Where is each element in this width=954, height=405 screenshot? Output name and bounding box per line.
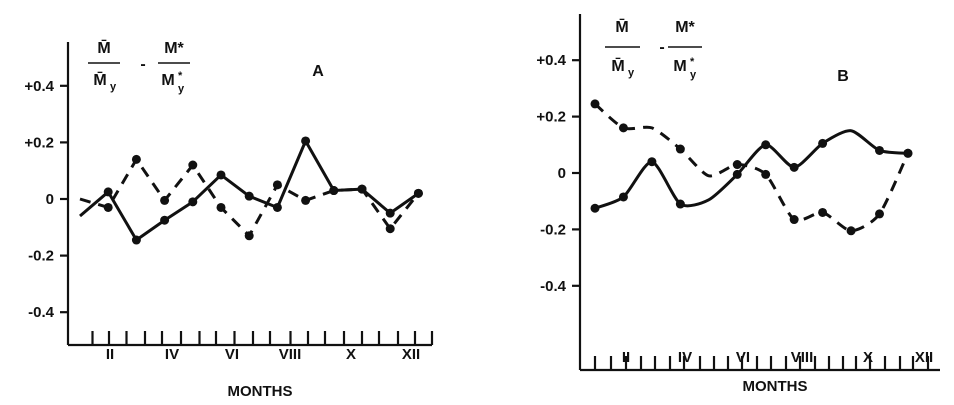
panel-a-y-tick-label: -0.2 [28,248,54,265]
panel-a-series-dashed-point [131,154,141,164]
panel-a-series-solid-point [103,187,113,197]
panel-b-series-solid-point [875,145,884,155]
panel-a-series-dashed-point [357,184,367,194]
panel-b-series-dashed-point [732,160,742,170]
panel-b-legend: M̄ M̄ y - M* M * y [605,17,702,81]
legend-a-mystar-sub: y [178,83,185,95]
panel-a-series-dashed-point [385,224,395,234]
panel-b-x-tick-label: II [622,349,630,366]
panel-a-series-dashed-point [216,202,226,212]
panel-b-y-tick-label: -0.4 [540,278,567,295]
panel-a-y-axis: +0.4 +0.2 0 -0.2 -0.4 [24,42,70,345]
panel-b-series-dashed-point [761,169,771,179]
legend-b-mystar-sup: * [690,56,695,68]
legend-a-mystar-sup: * [178,70,183,82]
panel-b-series-dashed-point [846,226,856,236]
panel-b: M̄ M̄ y - M* M * y B +0.4 +0.2 0 -0.2 -0.4 I… [536,14,940,395]
panel-b-label: B [837,68,849,85]
panel-a-y-tick-label: +0.4 [24,78,54,95]
panel-b-series [590,99,913,236]
panel-a-x-tick-label: XII [402,346,420,363]
legend-a-dash: - [140,56,145,73]
panel-a-series-solid-point [244,191,254,201]
panel-b-series-solid-line [594,129,909,210]
panel-a-x-axis-title: MONTHS [228,383,293,400]
panel-a-x-tick-label: VIII [279,346,302,363]
panel-a-legend: M̄ M̄ y - M* M * y [88,38,190,95]
panel-b-series-solid-point [818,138,828,148]
panel-b-series-dashed-point [818,207,828,217]
panel-a-series-dashed-point [103,202,113,212]
panel-a-series-dashed-point [301,195,311,205]
panel-a-x-tick-label: II [106,346,114,363]
panel-b-x-tick-label: VIII [791,349,814,366]
panel-b-series-solid-point [590,203,600,213]
panel-a-x-tick-label: VI [225,346,239,363]
panel-b-series-solid-point [675,199,685,209]
panel-a-series-dashed-point [413,188,423,198]
panel-a-label: A [312,63,324,80]
legend-b-mstar: M* [675,19,695,36]
panel-a-y-tick-label: -0.4 [28,304,55,321]
panel-a-series-solid-point [385,208,395,218]
legend-b-dash: - [659,39,664,56]
panel-a-x-tick-label: X [346,346,356,363]
legend-b-my-sub: y [628,67,635,79]
panel-b-series-dashed-point [875,209,884,219]
panel-b-series-solid-point [618,192,628,202]
legend-a-mstar: M* [164,40,184,57]
panel-a-series-dashed-point [329,186,339,196]
panel-a-y-tick-label: +0.2 [24,134,54,151]
panel-a-x-axis: II IV VI VIII X XII [68,331,434,363]
panel-b-y-tick-label: +0.2 [536,109,566,126]
panel-b-series-solid-point [647,157,657,167]
panel-b-y-tick-label: +0.4 [536,52,566,69]
panel-b-x-tick-label: XII [915,349,933,366]
panel-b-series-solid-point [732,169,742,179]
panel-a-y-tick-label: 0 [46,191,54,208]
panel-a-series-dashed-point [188,160,198,170]
panel-a-series-solid-point [188,197,198,207]
panel-b-x-tick-label: X [863,349,873,366]
legend-a-my-sub: y [110,81,117,93]
panel-a-series-solid-point [160,215,170,225]
panel-b-series-dashed-point [903,148,913,158]
panel-a-series-solid-point [216,170,226,180]
panel-b-x-tick-label: IV [678,349,692,366]
panel-a-series-solid-point [272,202,282,212]
legend-b-my-bar: M̄ [611,56,624,75]
panel-a-series [79,136,423,245]
panel-a-series-dashed-point [160,195,170,205]
panel-b-series-dashed-point [789,215,799,225]
legend-b-m-bar: M̄ [615,17,628,36]
panel-a-series-solid-line [79,139,420,242]
panel-b-series-dashed-point [675,144,685,154]
panel-b-series-dashed-point [618,123,628,133]
panel-b-x-axis: II IV VI VIII X XII [580,349,940,372]
panel-b-x-tick-label: VI [736,349,750,366]
legend-b-mystar: M [673,58,686,75]
panel-b-series-dashed-point [590,99,600,109]
panel-b-x-axis-title: MONTHS [743,378,808,395]
panel-b-y-tick-label: 0 [558,165,566,182]
panel-a: M̄ M̄ y - M* M * y A +0.4 +0.2 0 -0.2 -0.4 I… [24,38,434,400]
legend-a-mystar: M [161,72,174,89]
legend-b-mystar-sub: y [690,69,697,81]
panel-a-series-dashed-point [244,231,254,241]
legend-a-m-bar: M̄ [97,38,110,57]
panel-b-series-solid-point [789,162,799,172]
panel-b-y-tick-label: -0.2 [540,221,566,238]
panel-b-series-dashed-line [594,102,910,233]
panel-a-series-dashed-point [272,180,282,190]
panel-a-series-solid-point [131,235,141,245]
legend-a-my-bar: M̄ [93,70,106,89]
panel-a-x-tick-label: IV [165,346,179,363]
panel-b-series-solid-point [761,140,771,150]
panel-b-y-axis: +0.4 +0.2 0 -0.2 -0.4 [536,14,582,370]
panel-a-series-solid-point [301,136,311,146]
